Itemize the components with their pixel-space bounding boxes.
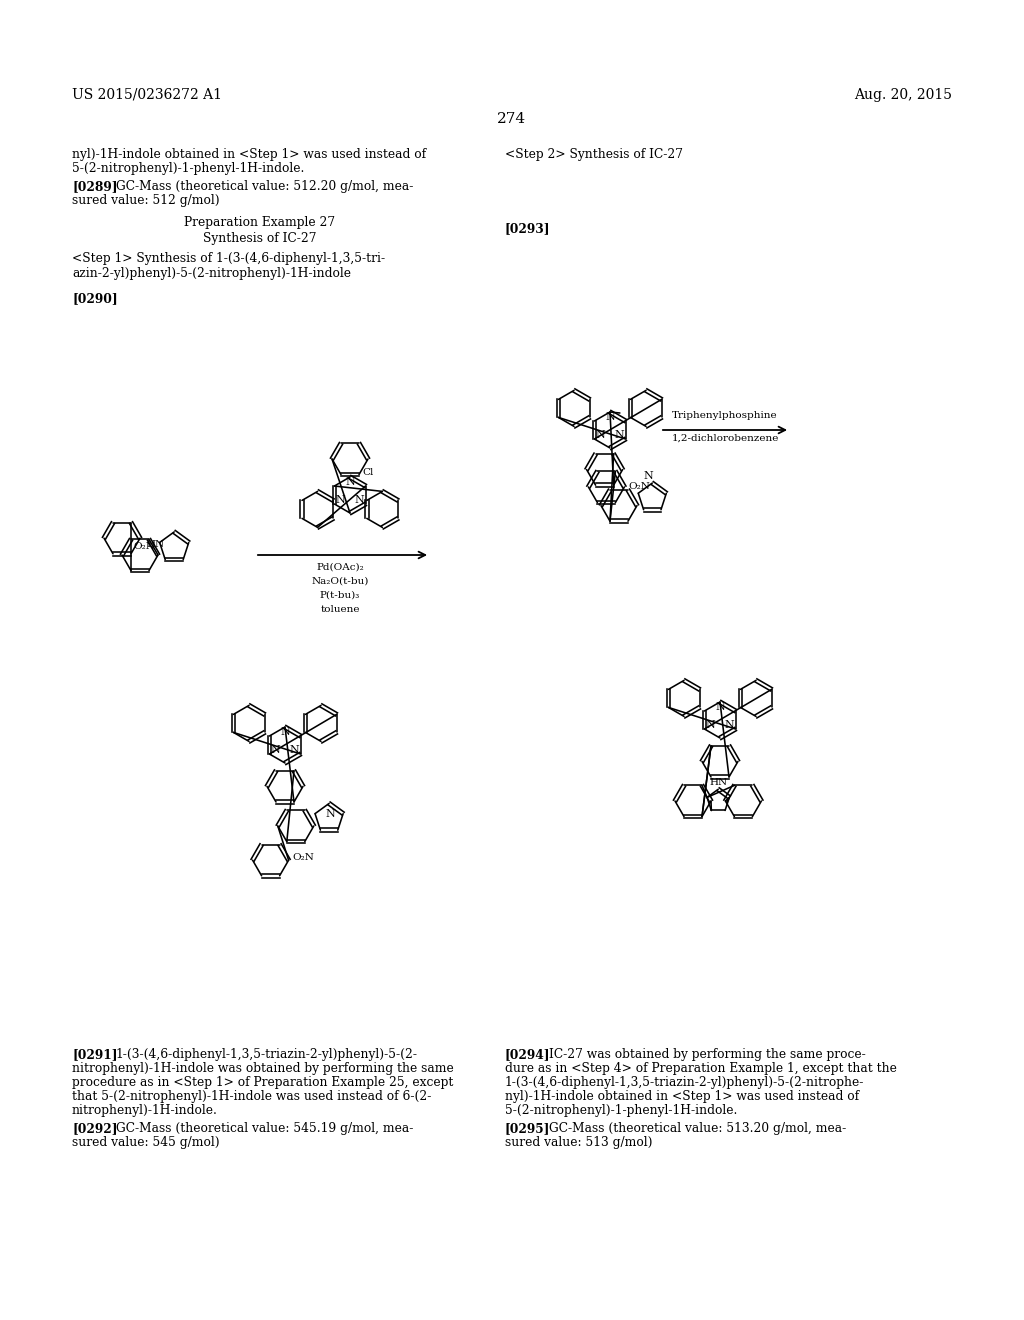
Text: Synthesis of IC-27: Synthesis of IC-27 — [203, 232, 316, 246]
Text: 1-(3-(4,6-diphenyl-1,3,5-triazin-2-yl)phenyl)-5-(2-nitrophe-: 1-(3-(4,6-diphenyl-1,3,5-triazin-2-yl)ph… — [505, 1076, 864, 1089]
Text: 5-(2-nitrophenyl)-1-phenyl-1H-indole.: 5-(2-nitrophenyl)-1-phenyl-1H-indole. — [72, 162, 304, 176]
Text: N: N — [715, 702, 725, 711]
Text: US 2015/0236272 A1: US 2015/0236272 A1 — [72, 88, 222, 102]
Text: N: N — [643, 471, 652, 480]
Text: Triphenylphosphine: Triphenylphosphine — [672, 411, 778, 420]
Text: IC-27 was obtained by performing the same proce-: IC-27 was obtained by performing the sam… — [549, 1048, 865, 1061]
Text: Na₂O(t-bu): Na₂O(t-bu) — [311, 577, 369, 586]
Text: nitrophenyl)-1H-indole.: nitrophenyl)-1H-indole. — [72, 1104, 218, 1117]
Text: sured value: 513 g/mol): sured value: 513 g/mol) — [505, 1137, 652, 1148]
Text: azin-2-yl)phenyl)-5-(2-nitrophenyl)-1H-indole: azin-2-yl)phenyl)-5-(2-nitrophenyl)-1H-i… — [72, 267, 351, 280]
Text: sured value: 545 g/mol): sured value: 545 g/mol) — [72, 1137, 219, 1148]
Text: GC-Mass (theoretical value: 545.19 g/mol, mea-: GC-Mass (theoretical value: 545.19 g/mol… — [116, 1122, 414, 1135]
Text: [0293]: [0293] — [505, 222, 551, 235]
Text: N: N — [706, 719, 716, 730]
Text: Pd(OAc)₂: Pd(OAc)₂ — [316, 564, 364, 572]
Text: N: N — [354, 495, 365, 506]
Text: P(t-bu)₃: P(t-bu)₃ — [319, 591, 360, 601]
Text: N: N — [596, 430, 605, 440]
Text: N: N — [725, 719, 734, 730]
Text: N: N — [614, 430, 625, 440]
Text: [0289]: [0289] — [72, 180, 118, 193]
Text: nyl)-1H-indole obtained in <Step 1> was used instead of: nyl)-1H-indole obtained in <Step 1> was … — [72, 148, 426, 161]
Text: HN: HN — [710, 777, 727, 787]
Text: N: N — [270, 744, 281, 755]
Text: N: N — [336, 495, 345, 506]
Text: nyl)-1H-indole obtained in <Step 1> was used instead of: nyl)-1H-indole obtained in <Step 1> was … — [505, 1090, 859, 1104]
Text: O₂N: O₂N — [133, 541, 155, 550]
Text: N: N — [326, 809, 336, 818]
Text: [0291]: [0291] — [72, 1048, 118, 1061]
Text: N: N — [605, 412, 614, 422]
Text: <Step 2> Synthesis of IC-27: <Step 2> Synthesis of IC-27 — [505, 148, 683, 161]
Text: 1,2-dichlorobenzene: 1,2-dichlorobenzene — [672, 434, 778, 444]
Text: HN: HN — [146, 540, 165, 549]
Text: procedure as in <Step 1> of Preparation Example 25, except: procedure as in <Step 1> of Preparation … — [72, 1076, 454, 1089]
Text: <Step 1> Synthesis of 1-(3-(4,6-diphenyl-1,3,5-tri-: <Step 1> Synthesis of 1-(3-(4,6-diphenyl… — [72, 252, 385, 265]
Text: Aug. 20, 2015: Aug. 20, 2015 — [854, 88, 952, 102]
Text: that 5-(2-nitrophenyl)-1H-indole was used instead of 6-(2-: that 5-(2-nitrophenyl)-1H-indole was use… — [72, 1090, 431, 1104]
Text: O₂N: O₂N — [629, 483, 650, 491]
Text: 5-(2-nitrophenyl)-1-phenyl-1H-indole.: 5-(2-nitrophenyl)-1-phenyl-1H-indole. — [505, 1104, 737, 1117]
Text: toluene: toluene — [321, 605, 359, 614]
Text: GC-Mass (theoretical value: 512.20 g/mol, mea-: GC-Mass (theoretical value: 512.20 g/mol… — [116, 180, 414, 193]
Text: 274: 274 — [498, 112, 526, 125]
Text: N: N — [345, 477, 355, 487]
Text: [0294]: [0294] — [505, 1048, 551, 1061]
Text: sured value: 512 g/mol): sured value: 512 g/mol) — [72, 194, 219, 207]
Text: GC-Mass (theoretical value: 513.20 g/mol, mea-: GC-Mass (theoretical value: 513.20 g/mol… — [549, 1122, 846, 1135]
Text: N: N — [290, 744, 299, 755]
Text: O₂N: O₂N — [293, 853, 314, 862]
Text: N: N — [281, 727, 290, 737]
Text: nitrophenyl)-1H-indole was obtained by performing the same: nitrophenyl)-1H-indole was obtained by p… — [72, 1063, 454, 1074]
Text: Preparation Example 27: Preparation Example 27 — [184, 216, 336, 228]
Text: Cl: Cl — [362, 469, 374, 477]
Text: [0292]: [0292] — [72, 1122, 118, 1135]
Text: [0290]: [0290] — [72, 292, 118, 305]
Text: dure as in <Step 4> of Preparation Example 1, except that the: dure as in <Step 4> of Preparation Examp… — [505, 1063, 897, 1074]
Text: [0295]: [0295] — [505, 1122, 550, 1135]
Text: 1-(3-(4,6-diphenyl-1,3,5-triazin-2-yl)phenyl)-5-(2-: 1-(3-(4,6-diphenyl-1,3,5-triazin-2-yl)ph… — [116, 1048, 418, 1061]
